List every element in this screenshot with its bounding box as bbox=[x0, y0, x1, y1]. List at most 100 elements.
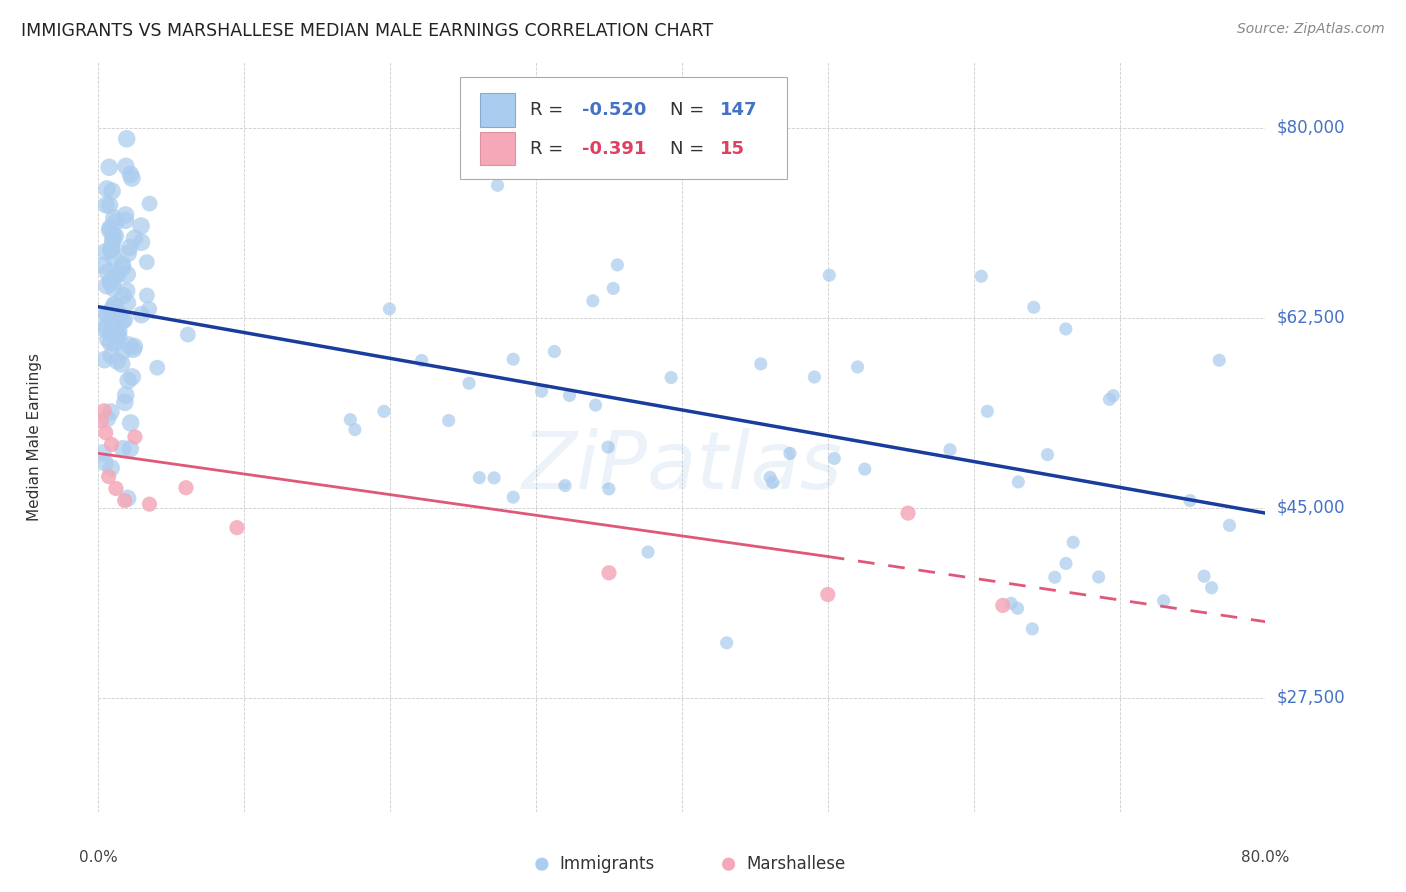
Point bbox=[716, 636, 738, 650]
Point bbox=[114, 493, 136, 508]
Point bbox=[1102, 389, 1125, 403]
Text: R =: R = bbox=[530, 101, 569, 119]
Point bbox=[93, 404, 115, 418]
Point bbox=[598, 482, 620, 496]
Point bbox=[103, 281, 125, 295]
Point bbox=[1000, 596, 1022, 610]
Point bbox=[659, 370, 682, 384]
Point bbox=[502, 352, 524, 367]
Point bbox=[1178, 493, 1201, 508]
Point bbox=[115, 284, 138, 298]
Point bbox=[117, 296, 139, 310]
Point bbox=[138, 196, 160, 211]
Point bbox=[853, 462, 876, 476]
Point bbox=[823, 451, 845, 466]
Point bbox=[108, 324, 131, 338]
Text: -0.520: -0.520 bbox=[582, 101, 645, 119]
Point bbox=[97, 333, 120, 347]
Point bbox=[120, 168, 142, 182]
Point bbox=[543, 344, 565, 359]
Point bbox=[100, 243, 122, 257]
Point bbox=[93, 352, 115, 367]
Point bbox=[1192, 569, 1215, 583]
Point bbox=[762, 475, 785, 490]
Point bbox=[94, 198, 117, 212]
Point bbox=[339, 413, 361, 427]
Point bbox=[112, 344, 135, 359]
Point bbox=[93, 322, 115, 336]
Point bbox=[100, 437, 122, 451]
Point bbox=[101, 184, 124, 198]
Point bbox=[1218, 518, 1240, 533]
Point bbox=[135, 255, 157, 269]
Point bbox=[100, 335, 122, 350]
Point bbox=[96, 307, 118, 321]
Point bbox=[103, 228, 125, 243]
Point bbox=[606, 258, 628, 272]
Text: Marshallese: Marshallese bbox=[747, 855, 845, 873]
Point bbox=[103, 298, 125, 312]
Point bbox=[104, 482, 127, 496]
Point bbox=[105, 268, 128, 283]
Text: R =: R = bbox=[530, 140, 569, 158]
Point bbox=[343, 423, 366, 437]
Point bbox=[226, 521, 249, 535]
Point bbox=[100, 325, 122, 339]
Point bbox=[558, 388, 581, 402]
Point bbox=[1054, 322, 1077, 336]
Point bbox=[602, 281, 624, 295]
FancyBboxPatch shape bbox=[460, 78, 787, 178]
Point bbox=[138, 301, 160, 316]
Point bbox=[111, 260, 134, 275]
Point bbox=[582, 293, 605, 308]
Point bbox=[378, 301, 401, 316]
Point bbox=[174, 481, 197, 495]
Point bbox=[103, 271, 125, 285]
Point bbox=[458, 376, 481, 391]
Point bbox=[131, 308, 153, 322]
Point bbox=[146, 360, 169, 375]
Point bbox=[108, 307, 131, 321]
Point bbox=[117, 491, 139, 506]
Point bbox=[1201, 581, 1223, 595]
Point bbox=[118, 240, 141, 254]
Point bbox=[100, 461, 122, 475]
Point bbox=[114, 208, 136, 222]
Point bbox=[104, 229, 127, 244]
Point bbox=[115, 159, 138, 173]
Point bbox=[114, 388, 136, 402]
Point bbox=[104, 297, 127, 311]
Point bbox=[105, 326, 128, 341]
Point bbox=[1087, 570, 1109, 584]
Point bbox=[98, 223, 121, 237]
Point bbox=[554, 478, 576, 492]
Point bbox=[129, 219, 152, 233]
Point bbox=[111, 257, 134, 271]
Point bbox=[1007, 601, 1029, 615]
Text: $27,500: $27,500 bbox=[1277, 689, 1346, 706]
Point bbox=[112, 313, 135, 327]
Point bbox=[94, 319, 117, 334]
Point bbox=[121, 171, 143, 186]
Point bbox=[1036, 448, 1059, 462]
Point bbox=[96, 411, 118, 425]
FancyBboxPatch shape bbox=[479, 93, 515, 127]
Point bbox=[96, 278, 118, 293]
Point bbox=[779, 446, 801, 460]
Point bbox=[101, 231, 124, 245]
Point bbox=[846, 359, 869, 374]
Point bbox=[637, 96, 659, 111]
Point bbox=[117, 374, 139, 388]
Point bbox=[100, 276, 122, 290]
Point bbox=[104, 215, 127, 229]
Point bbox=[101, 241, 124, 255]
Text: $62,500: $62,500 bbox=[1277, 309, 1346, 326]
Text: N =: N = bbox=[671, 140, 710, 158]
Point bbox=[103, 211, 125, 225]
Point bbox=[122, 343, 145, 357]
Text: Median Male Earnings: Median Male Earnings bbox=[27, 353, 42, 521]
FancyBboxPatch shape bbox=[479, 132, 515, 165]
Text: 147: 147 bbox=[720, 101, 758, 119]
Text: 80.0%: 80.0% bbox=[1241, 850, 1289, 864]
Point bbox=[991, 599, 1014, 613]
